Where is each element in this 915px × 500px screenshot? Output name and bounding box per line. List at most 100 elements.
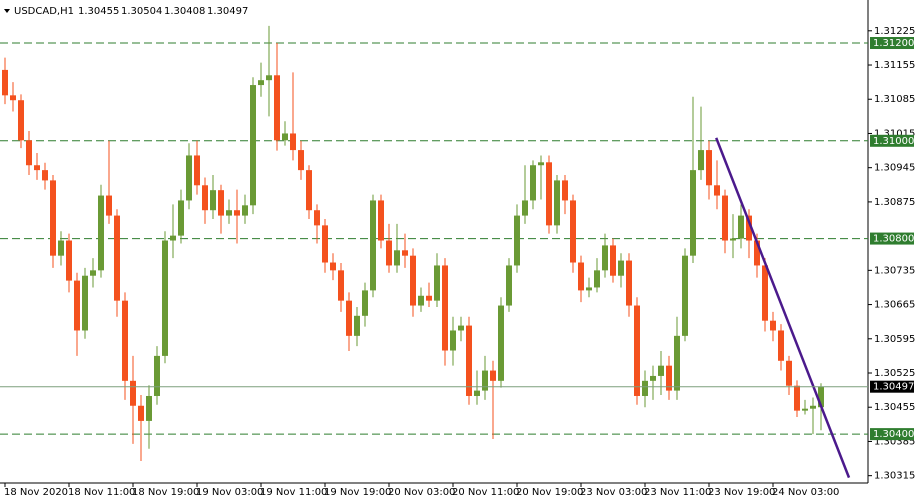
candle-body — [194, 155, 200, 186]
candle-body — [426, 295, 432, 301]
candle-body — [226, 210, 232, 216]
candle-body — [458, 325, 464, 331]
y-tick-label: 1.31015 — [874, 128, 915, 139]
candle-body — [114, 215, 120, 301]
x-tick-label: 23 Nov 19:00 — [708, 487, 775, 498]
candle-body — [498, 305, 504, 381]
candle-body — [314, 210, 320, 226]
chart-title: USDCAD,H1 — [14, 6, 74, 17]
y-tick-label: 1.30875 — [874, 197, 915, 208]
candle-body — [58, 240, 64, 256]
candle-body — [810, 405, 816, 409]
x-tick-label: 20 Nov 19:00 — [516, 487, 583, 498]
candle-body — [586, 287, 592, 291]
y-tick-label: 1.30595 — [874, 334, 915, 345]
candle-body — [370, 200, 376, 291]
level-label: 1.31000 — [873, 136, 914, 147]
x-tick-label: 23 Nov 11:00 — [644, 487, 711, 498]
candle-body — [146, 395, 152, 421]
candle-body — [402, 250, 408, 256]
y-tick-label: 1.31085 — [874, 94, 915, 105]
candle-body — [610, 245, 616, 276]
candle-body — [10, 95, 16, 101]
candle-body — [354, 315, 360, 336]
candle-body — [746, 215, 752, 241]
candle-body — [234, 210, 240, 216]
candle-body — [298, 150, 304, 171]
candle-body — [754, 240, 760, 266]
y-tick-label: 1.30385 — [874, 436, 915, 447]
current-price-label: 1.30497 — [873, 382, 914, 393]
candle-body — [42, 170, 48, 181]
y-tick-label: 1.31155 — [874, 60, 915, 71]
x-tick-label: 24 Nov 03:00 — [772, 487, 839, 498]
level-label-box — [870, 37, 914, 50]
candle-body — [626, 260, 632, 306]
level-label: 1.30400 — [873, 429, 914, 440]
candle-body — [418, 295, 424, 306]
candle-body — [570, 200, 576, 263]
candle-body — [242, 205, 248, 216]
candle-body — [578, 262, 584, 291]
candle-body — [162, 240, 168, 356]
candle-body — [762, 265, 768, 321]
candle-body — [282, 133, 288, 141]
candle-body — [346, 300, 352, 336]
candle-body — [74, 280, 80, 331]
candle-body — [98, 195, 104, 271]
ohlc-close: 1.30497 — [207, 6, 248, 17]
candle-body — [2, 69, 8, 96]
candle-body — [186, 155, 192, 201]
candle-body — [170, 235, 176, 241]
y-tick-label: 1.30665 — [874, 300, 915, 311]
candle-body — [530, 165, 536, 201]
candle-body — [738, 215, 744, 239]
candle-body — [18, 100, 24, 141]
candle-body — [546, 162, 552, 226]
candle-body — [682, 255, 688, 336]
candle-body — [514, 215, 520, 266]
level-label: 1.31200 — [873, 38, 914, 49]
y-tick-label: 1.31225 — [874, 26, 915, 37]
level-label-box — [870, 134, 914, 147]
candle-body — [818, 386, 824, 408]
candle-body — [218, 190, 224, 216]
candle-body — [202, 185, 208, 211]
candle-body — [122, 300, 128, 381]
candle-body — [66, 240, 72, 281]
candle-body — [634, 305, 640, 396]
candle-body — [522, 200, 528, 216]
menu-triangle — [4, 9, 10, 13]
candle-body — [538, 162, 544, 166]
candle-body — [378, 200, 384, 241]
candle-body — [362, 290, 368, 316]
candle-body — [802, 408, 808, 411]
x-tick-label: 19 Nov 11:00 — [260, 487, 327, 498]
x-tick-label: 19 Nov 03:00 — [196, 487, 263, 498]
candle-body — [778, 330, 784, 361]
candle-body — [562, 180, 568, 201]
ohlc-high: 1.30504 — [121, 6, 162, 17]
candle-body — [82, 275, 88, 331]
candle-body — [658, 365, 664, 376]
candle-body — [666, 365, 672, 391]
candle-body — [594, 270, 600, 288]
candle-body — [34, 165, 40, 171]
candle-body — [706, 150, 712, 186]
candle-body — [466, 325, 472, 396]
candle-body — [394, 250, 400, 266]
candle-body — [330, 262, 336, 271]
ohlc-low: 1.30408 — [164, 6, 205, 17]
y-tick-label: 1.30945 — [874, 163, 915, 174]
candle-body — [290, 133, 296, 151]
ohlc-open: 1.30455 — [78, 6, 119, 17]
candle-body — [794, 385, 800, 411]
candle-body — [650, 375, 656, 381]
trend-line — [715, 137, 851, 479]
candle-body — [442, 265, 448, 351]
candle-body — [306, 170, 312, 211]
candle-body — [730, 238, 736, 241]
level-label-box — [870, 232, 914, 245]
candle-body — [642, 380, 648, 396]
